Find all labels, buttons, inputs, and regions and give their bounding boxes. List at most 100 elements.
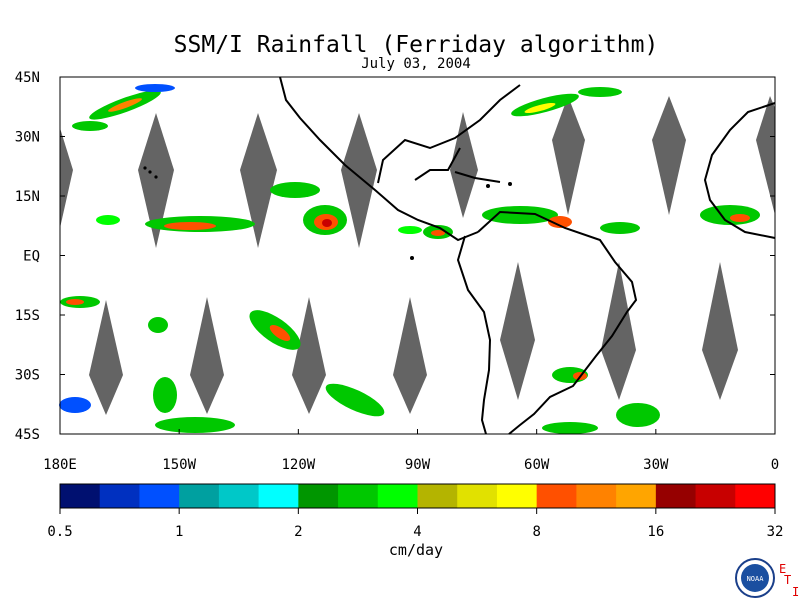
colorbar-tick-label: 16: [647, 524, 664, 540]
colorbar-swatch: [218, 484, 260, 508]
rain-cluster: [108, 98, 142, 112]
rain-cluster: [269, 324, 291, 342]
rain-cluster: [148, 317, 168, 333]
lat-tick-label: EQ: [23, 249, 40, 265]
island: [410, 256, 414, 260]
gulf-coast: [414, 147, 461, 181]
swath-gap: [450, 112, 478, 218]
swath-gap: [89, 300, 123, 415]
colorbar-swatch: [655, 484, 697, 508]
swath-gap: [60, 128, 73, 228]
swath-gap: [500, 262, 535, 400]
lon-tick-label: 30W: [643, 457, 669, 473]
cuba-coast: [454, 171, 501, 183]
colorbar-swatch: [457, 484, 498, 508]
lon-tick-label: 0: [771, 457, 779, 473]
island: [154, 175, 158, 179]
colorbar-swatch: [417, 484, 458, 508]
south-america-west-coast: [456, 235, 492, 435]
lon-tick-label: 180E: [43, 457, 77, 473]
colorbar-swatch: [496, 484, 538, 508]
colorbar: 0.5 1 2 4 8 16 32: [47, 483, 784, 540]
logo-letter-t: T: [784, 573, 791, 587]
rain-cluster: [578, 87, 622, 97]
rain-cluster: [59, 397, 91, 413]
swath-gap: [601, 262, 636, 400]
swath-gap: [292, 297, 326, 414]
map-area: 45N 30N 15N EQ 15S 30S 45S 180E 150W 120W 90W 60W 3…: [15, 70, 780, 473]
rain-cluster: [600, 222, 640, 234]
colorbar-swatch: [298, 484, 339, 508]
lat-tick-label: 15S: [15, 308, 40, 324]
rain-cluster: [270, 182, 320, 198]
swath-gaps: [60, 96, 775, 415]
colorbar-swatch: [60, 484, 101, 508]
logo-letter-i: I: [792, 585, 799, 599]
logo-letter-e: E: [779, 562, 786, 576]
swath-gap: [240, 113, 277, 248]
island: [148, 170, 152, 174]
colorbar-swatch: [377, 484, 418, 508]
colorbar-tick-label: 8: [532, 524, 540, 540]
rain-cluster: [616, 403, 660, 427]
rain-cluster: [482, 206, 558, 224]
rain-cluster: [66, 299, 84, 305]
lat-tick-label: 45S: [15, 427, 40, 443]
swath-gap: [756, 96, 775, 215]
lon-tick-label: 60W: [524, 457, 550, 473]
rainfall-clusters: [59, 84, 760, 434]
longitude-axis: 180E 150W 120W 90W 60W 30W 0: [43, 429, 779, 473]
colorbar-swatch: [258, 484, 299, 508]
swath-gap: [702, 262, 738, 400]
colorbar-tick-label: 32: [767, 524, 784, 540]
colorbar-swatch: [139, 484, 180, 508]
colorbar-swatch: [576, 484, 617, 508]
lon-tick-label: 150W: [162, 457, 196, 473]
rain-cluster: [155, 417, 235, 433]
lat-tick-label: 45N: [15, 70, 40, 86]
rain-cluster: [325, 383, 385, 417]
island: [486, 184, 490, 188]
colorbar-swatch: [616, 484, 657, 508]
chart-date: July 03, 2004: [361, 56, 471, 72]
swath-gap: [552, 96, 585, 215]
noaa-logo: NOAA E T I: [735, 558, 799, 599]
colorbar-swatch: [99, 484, 140, 508]
noaa-logo-inner: [741, 564, 769, 592]
swath-gap: [393, 297, 427, 414]
colorbar-swatch: [179, 484, 220, 508]
colorbar-tick-label: 2: [294, 524, 302, 540]
lat-tick-label: 30N: [15, 130, 40, 146]
chart-title: SSM/I Rainfall (Ferriday algorithm): [174, 32, 659, 58]
latitude-axis: 45N 30N 15N EQ 15S 30S 45S: [15, 70, 775, 443]
island: [143, 166, 147, 170]
lat-tick-label: 15N: [15, 189, 40, 205]
rain-cluster: [135, 84, 175, 92]
north-america-coast: [279, 76, 479, 242]
rain-cluster: [542, 422, 598, 434]
gulf-coast: [377, 84, 521, 184]
rain-cluster: [730, 214, 750, 222]
swath-gap: [341, 113, 377, 248]
colorbar-swatch: [536, 484, 577, 508]
africa-coast: [703, 102, 776, 239]
swath-gap: [652, 96, 686, 215]
rain-cluster: [431, 230, 445, 236]
colorbar-tick-label: 0.5: [47, 524, 72, 540]
lat-tick-label: 30S: [15, 368, 40, 384]
colorbar-tick-label: 1: [175, 524, 183, 540]
colorbar-unit-label: cm/day: [389, 541, 443, 559]
islands: [143, 166, 512, 260]
rain-cluster: [72, 121, 108, 131]
rain-cluster: [96, 215, 120, 225]
noaa-logo-text: NOAA: [747, 575, 765, 583]
rain-cluster: [548, 216, 572, 228]
rain-cluster: [524, 102, 556, 114]
colorbar-swatch: [338, 484, 379, 508]
colorbar-swatch: [735, 484, 776, 508]
swath-gap: [138, 113, 174, 248]
colorbar-tick-label: 4: [413, 524, 421, 540]
lon-tick-label: 90W: [405, 457, 431, 473]
island: [508, 182, 512, 186]
